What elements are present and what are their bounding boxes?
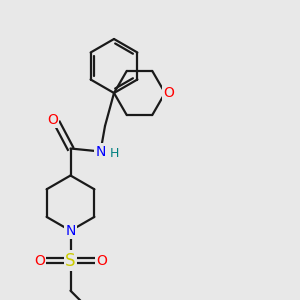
- Text: O: O: [96, 254, 107, 268]
- Text: O: O: [47, 113, 58, 127]
- Text: H: H: [109, 146, 119, 160]
- Text: O: O: [34, 254, 45, 268]
- Text: N: N: [65, 224, 76, 238]
- Text: S: S: [65, 252, 76, 270]
- Text: O: O: [163, 86, 174, 100]
- Text: N: N: [95, 145, 106, 158]
